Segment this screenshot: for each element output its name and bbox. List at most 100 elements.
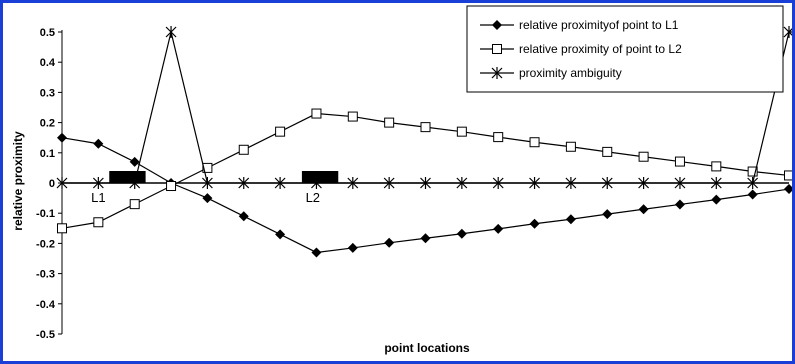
star-point (420, 177, 431, 189)
diamond-point (711, 194, 722, 205)
legend: relative proximityof point to L1 relative… (466, 5, 784, 93)
diamond-point (784, 184, 792, 195)
square-point (638, 151, 649, 162)
square-point (456, 126, 467, 137)
square-point (347, 111, 358, 122)
diamond-point (57, 132, 67, 143)
location-bar (109, 171, 146, 183)
star-point (347, 177, 359, 189)
legend-entry: relative proximityof point to L1 (480, 18, 679, 32)
square-point (492, 44, 502, 54)
square-point (711, 161, 722, 172)
star-point (601, 177, 613, 189)
location-bars (109, 171, 339, 183)
square-point (275, 126, 286, 137)
diamond-point (275, 229, 286, 240)
star-point (56, 177, 68, 189)
star-point (92, 177, 104, 189)
star-point (165, 26, 177, 38)
square-point (57, 223, 67, 234)
star-point (491, 67, 503, 79)
star-point (529, 177, 540, 189)
star-point (311, 177, 322, 189)
y-tick-label: -0.3 (36, 269, 55, 281)
star-point (129, 177, 141, 189)
y-tick-labels: 0.5 0.4 0.3 0.2 0.1 0 -0.1 -0.2 -0.3 -0.4 -0.5 (36, 27, 56, 341)
series-2 (57, 108, 792, 234)
star-point (274, 177, 286, 189)
diamond-point (238, 211, 249, 222)
series-line (62, 31, 792, 184)
square-point (747, 166, 758, 177)
legend-label: relative proximityof point to L1 (519, 18, 679, 32)
diamond-point (202, 193, 213, 204)
diamond-point (492, 20, 502, 30)
legend-box (466, 5, 784, 93)
star-point (201, 177, 213, 189)
series-1 (57, 132, 792, 258)
location-bar (301, 171, 339, 183)
y-tick-label: 0.5 (40, 27, 55, 39)
x-axis-title: point locations (384, 341, 470, 355)
y-tick-label: 0.3 (40, 87, 55, 99)
diamond-point (384, 237, 395, 248)
line-chart: 0.50.40.30.20.10-0.1-0.2-0.3-0.4-0.5 L1 L… (11, 5, 792, 355)
square-point (311, 108, 322, 119)
series-lines (56, 26, 792, 258)
diamond-point (565, 214, 576, 225)
square-point (129, 199, 140, 210)
legend-entry: proximity ambiguity (480, 66, 622, 80)
square-point (202, 162, 213, 173)
star-point (638, 177, 650, 189)
diamond-point (129, 156, 140, 167)
diamond-point (420, 233, 431, 244)
star-point (747, 177, 759, 189)
y-tick-label: -0.4 (36, 299, 56, 311)
star-point (238, 177, 250, 189)
y-tick-label: 0.1 (40, 148, 55, 160)
diamond-point (638, 204, 649, 215)
square-point (565, 141, 576, 152)
diamond-point (602, 209, 613, 220)
star-point (710, 177, 722, 189)
diamond-point (747, 189, 758, 200)
diamond-point (529, 218, 540, 229)
y-tick-label: 0 (49, 178, 55, 190)
y-tick-label: -0.5 (36, 329, 55, 341)
diamond-point (456, 228, 467, 239)
location-label: L1 (91, 190, 105, 205)
square-point (674, 156, 685, 167)
star-point (492, 177, 504, 189)
diamond-point (93, 138, 104, 149)
diamond-point (347, 242, 358, 253)
star-point (783, 26, 792, 38)
y-tick-label: -0.1 (36, 208, 55, 220)
diamond-point (674, 199, 685, 210)
location-label: L2 (306, 190, 320, 205)
y-axis-title: relative proximity (11, 131, 25, 231)
y-tick-label: -0.2 (36, 238, 55, 250)
square-point (784, 170, 792, 181)
y-tick-label: 0.4 (40, 57, 56, 69)
star-point (565, 177, 577, 189)
square-point (420, 122, 431, 133)
square-point (602, 146, 613, 157)
diamond-point (493, 223, 504, 234)
legend-label: proximity ambiguity (519, 66, 622, 80)
legend-entry: relative proximity of point to L2 (480, 42, 682, 56)
legend-label: relative proximity of point to L2 (519, 42, 682, 56)
square-point (529, 137, 540, 148)
diamond-point (311, 247, 322, 258)
square-point (493, 132, 504, 143)
square-point (93, 217, 104, 228)
annotations: L1 L2 (91, 190, 320, 205)
star-point (456, 177, 468, 189)
square-point (166, 181, 177, 192)
star-point (674, 177, 686, 189)
y-tick-label: 0.2 (40, 118, 55, 130)
star-point (383, 177, 395, 189)
square-point (384, 117, 395, 128)
series-3 (56, 26, 792, 189)
square-point (238, 144, 249, 155)
